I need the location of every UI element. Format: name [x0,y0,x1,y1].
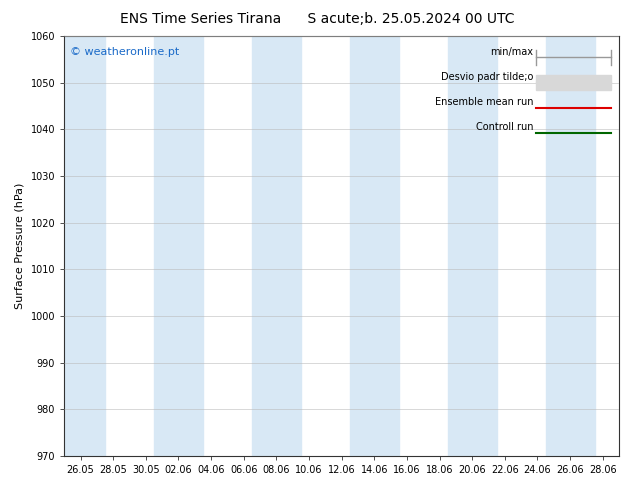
Text: min/max: min/max [490,47,533,57]
Bar [350,36,399,456]
Bar [252,36,301,456]
Bar [546,36,595,456]
Text: Desvio padr tilde;o: Desvio padr tilde;o [441,72,533,82]
Y-axis label: Surface Pressure (hPa): Surface Pressure (hPa) [15,183,25,309]
Text: Ensemble mean run: Ensemble mean run [434,97,533,107]
Text: ENS Time Series Tirana      S acute;b. 25.05.2024 00 UTC: ENS Time Series Tirana S acute;b. 25.05.… [120,12,514,26]
Bar [536,75,611,90]
Text: Controll run: Controll run [476,122,533,132]
Text: © weatheronline.pt: © weatheronline.pt [70,47,179,57]
Bar [56,36,105,456]
Bar [448,36,496,456]
Bar [154,36,203,456]
